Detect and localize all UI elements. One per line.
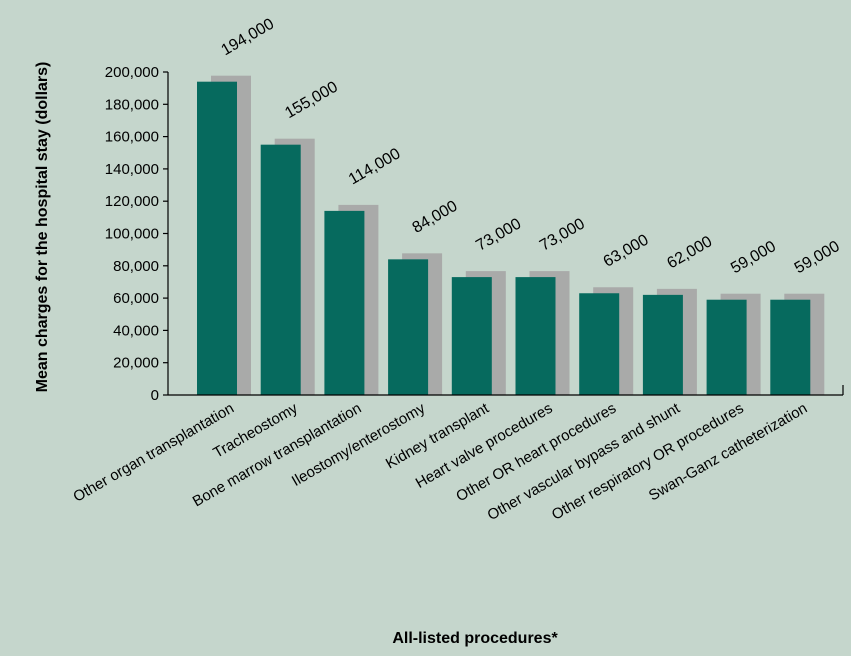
- x-axis-title: All-listed procedures*: [392, 630, 558, 647]
- bar: [260, 144, 301, 395]
- y-tick-label: 0: [151, 387, 159, 404]
- bar: [515, 277, 556, 395]
- bar: [642, 294, 683, 395]
- axes: [163, 71, 844, 396]
- y-tick-label: 100,000: [105, 226, 159, 243]
- y-tick-label: 20,000: [113, 355, 159, 372]
- bar: [770, 299, 811, 395]
- y-tick-label: 200,000: [105, 64, 159, 81]
- y-tick-label: 140,000: [105, 161, 159, 178]
- y-tick-labels: 0 20,000 40,000 60,000 80,000 100,000 120,000 1…: [105, 64, 159, 404]
- y-tick-label: 120,000: [105, 193, 159, 210]
- y-axis-title: Mean charges for the hospital stay (doll…: [34, 62, 51, 393]
- y-tick-label: 60,000: [113, 290, 159, 307]
- bar: [197, 81, 237, 395]
- bar: [706, 299, 747, 395]
- bar: [451, 277, 492, 395]
- bar: [324, 210, 365, 395]
- bars: [197, 81, 811, 395]
- bar: [388, 259, 429, 395]
- y-tick-label: 180,000: [105, 96, 159, 113]
- y-tick-label: 40,000: [113, 322, 159, 339]
- bar: [579, 293, 620, 395]
- y-tick-label: 80,000: [113, 258, 159, 275]
- y-tick-label: 160,000: [105, 129, 159, 146]
